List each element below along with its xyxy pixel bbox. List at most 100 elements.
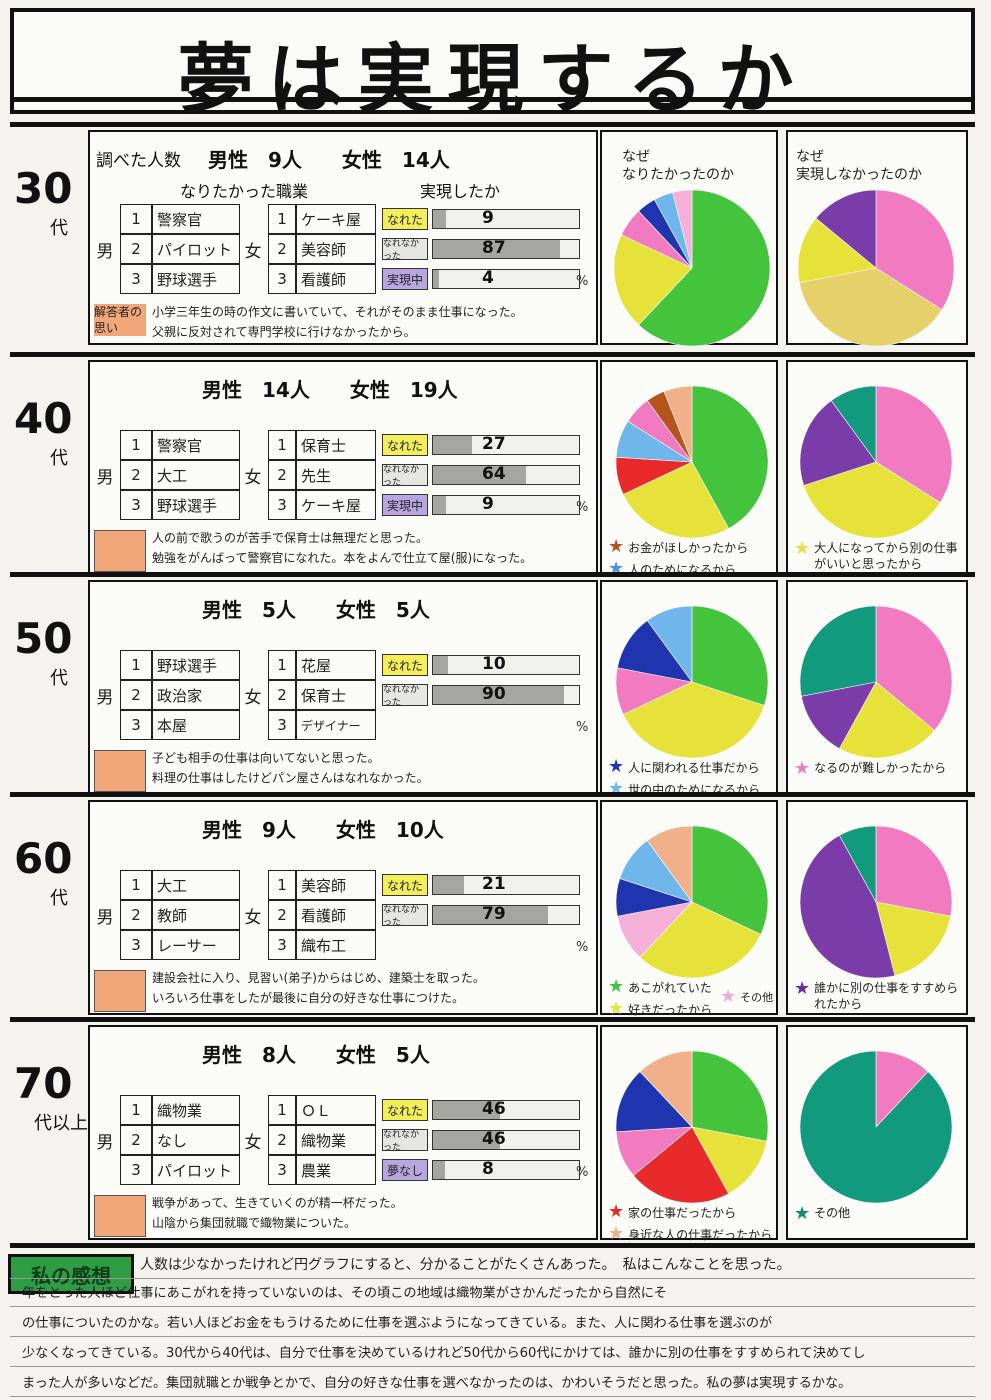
headline: 男性 9人 女性 10人: [202, 818, 444, 842]
title-box: 夢は実現するか: [10, 8, 975, 124]
male-job: 警察官: [152, 430, 240, 460]
pie-slice: [875, 825, 953, 917]
legend-item: ★ お金がほしかったから: [608, 538, 748, 556]
result-tag: なれた: [382, 654, 428, 676]
percent-sign: %: [576, 720, 589, 735]
pie-slice: [622, 681, 765, 759]
result-bar: [432, 1130, 580, 1150]
female-job: 保育士: [296, 680, 376, 710]
result-bar: [432, 1100, 580, 1120]
star-icon: ★: [720, 986, 737, 1007]
reason-card-wanted: ★ 人に関われる仕事だから ★ 世の中のためになるから: [600, 580, 778, 798]
result-bar-fill: [433, 876, 464, 894]
age-suffix: 代: [50, 448, 68, 469]
result-bar-fill: [433, 496, 447, 514]
pie-wanted: [615, 605, 769, 759]
legend-text: 大人になってから別の仕事がいいと思ったから: [814, 541, 958, 571]
star-icon: ★: [794, 538, 811, 559]
rank: 3: [268, 930, 296, 960]
reason-card-wanted: ★ お金がほしかったから ★ 人のためになるから: [600, 360, 778, 578]
age-label: 60: [14, 834, 73, 883]
rank: 1: [120, 870, 152, 900]
result-bar-fill: [433, 270, 439, 288]
percent-sign: %: [576, 1165, 589, 1180]
rank: 1: [120, 650, 152, 680]
result-bar-fill: [433, 466, 527, 484]
male-job: 本屋: [152, 710, 240, 740]
male-label: 男: [96, 241, 114, 262]
rank: 2: [120, 1125, 152, 1155]
pie-wanted: [615, 825, 769, 979]
percent-sign: %: [576, 274, 589, 289]
rank: 1: [120, 204, 152, 234]
rank: 1: [268, 430, 296, 460]
pie-slice: [799, 267, 943, 347]
legend-text: その他: [814, 1206, 851, 1220]
rank: 2: [268, 234, 296, 264]
rank: 2: [120, 900, 152, 930]
pie-slice: [691, 1126, 768, 1195]
female-job: ＯＬ: [296, 1095, 376, 1125]
rank: 3: [120, 1155, 152, 1185]
percent-sign: %: [576, 500, 589, 515]
rank: 2: [268, 1125, 296, 1155]
impression-line: まった人が多いなどだ。集団就職とか戦争とかで、自分の好きな仕事を選べなかったのは…: [22, 1376, 852, 1391]
rank: 1: [120, 1095, 152, 1125]
headline: 男性 8人 女性 5人: [202, 1043, 430, 1067]
pie-not: [799, 825, 953, 979]
age-label: 50: [14, 614, 73, 663]
result-bar: [432, 209, 580, 229]
male-job: 大工: [152, 460, 240, 490]
result-bar: [432, 239, 580, 259]
female-job: 看護師: [296, 264, 376, 294]
pie-slice: [799, 834, 896, 979]
male-label: 男: [96, 907, 114, 928]
pie-slice: [639, 901, 762, 979]
age-label: 40: [14, 394, 73, 443]
result-tag: なれなかった: [382, 904, 428, 928]
result-bar: [432, 905, 580, 925]
result-bar: [432, 435, 580, 455]
section-divider: [10, 792, 975, 797]
result-bar-fill: [433, 210, 447, 228]
headline: 男性 5人 女性 5人: [202, 598, 430, 622]
result-tag: なれた: [382, 208, 428, 230]
rank: 1: [268, 650, 296, 680]
pie-slice: [646, 605, 693, 683]
comment-swatch: [94, 750, 146, 792]
card-title-wanted: なぜ なりたかったのか: [622, 149, 734, 183]
legend-item: ★ なるのが難しかったから: [794, 760, 964, 778]
result-bar: [432, 1160, 580, 1180]
pie-slice: [815, 189, 877, 269]
result-value: 8: [482, 1159, 494, 1179]
rank: 3: [268, 264, 296, 294]
rank: 3: [268, 710, 296, 740]
result-bar-fill: [433, 1101, 501, 1119]
pie-wanted: [615, 1050, 769, 1204]
pie-slice: [799, 400, 877, 486]
legend-item: ★ 人に関われる仕事だから: [608, 758, 760, 776]
result-tag: なれた: [382, 434, 428, 456]
legend-item: ★ あこがれていた: [608, 978, 712, 996]
legend-item: ★ その他: [720, 988, 773, 1006]
result-value: 87: [482, 238, 506, 258]
age-suffix: 代: [50, 888, 68, 909]
result-value: 10: [482, 654, 506, 674]
male-job: レーサー: [152, 930, 240, 960]
legend-text: 誰かに別の仕事をすすめられたから: [814, 981, 959, 1011]
pie-slice: [691, 1050, 769, 1142]
comment-line: 人の前で歌うのが苦手で保育士は無理だと思った。: [152, 531, 429, 545]
age-label: 30: [14, 164, 73, 213]
pie-slice: [838, 681, 935, 759]
comment-line: 小学三年生の時の作文に書いていて、それがそのまま仕事になった。: [152, 305, 523, 319]
pie-wanted: [613, 189, 771, 347]
impression-line: の仕事についたのかな。若い人ほどお金をもうけるために仕事を選ぶようになってきてい…: [22, 1316, 773, 1331]
pie-slice: [799, 1050, 953, 1204]
pie-slice: [663, 385, 693, 463]
pie-slice: [613, 234, 693, 326]
comment-line: いろいろ仕事をしたが最後に自分の好きな仕事につけた。: [152, 991, 465, 1005]
result-bar-fill: [433, 436, 473, 454]
reason-card-not: ★ なるのが難しかったから: [786, 580, 968, 795]
section-divider: [10, 1017, 975, 1022]
pie-slice: [838, 825, 877, 903]
